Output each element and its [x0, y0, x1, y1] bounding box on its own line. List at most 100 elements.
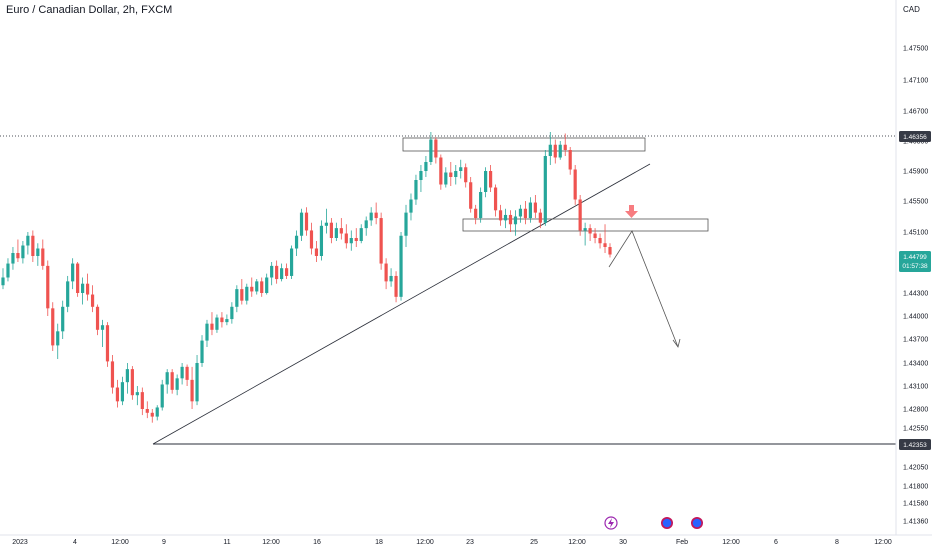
candle-body: [334, 228, 338, 238]
candle: [36, 243, 40, 266]
candle-body: [414, 180, 418, 200]
candle: [16, 239, 20, 262]
candle-body: [230, 306, 234, 320]
candle: [543, 150, 547, 226]
candle: [568, 147, 572, 175]
candle-body: [359, 228, 363, 241]
candle-body: [533, 202, 537, 213]
candle: [185, 364, 189, 386]
y-tick-label: 1.42550: [903, 426, 928, 433]
candle: [379, 212, 383, 270]
candle: [314, 241, 319, 262]
candle-body: [563, 144, 567, 150]
candle-body: [11, 253, 15, 264]
lightning-icon[interactable]: [604, 516, 618, 530]
y-tick-label: 1.45500: [903, 199, 928, 206]
candle-body: [140, 392, 144, 409]
candle-body: [389, 275, 393, 282]
x-axis-ticks: 2023 4 12:00 9 11 12:00 16 18 12:00 23 25 12:00 30 Fe…: [12, 539, 892, 546]
candle: [538, 208, 542, 229]
candle-body: [185, 366, 189, 380]
candle-body: [339, 228, 343, 234]
candle-body: [434, 139, 438, 158]
candle: [354, 228, 358, 247]
resistance-price-badge: 1.46356: [899, 131, 931, 142]
candle-body: [130, 369, 134, 396]
candle: [374, 202, 378, 225]
x-tick-label: 16: [313, 539, 321, 546]
x-tick-label: 12:00: [262, 539, 280, 546]
chart-title: Euro / Canadian Dollar, 2h, FXCM: [6, 4, 173, 16]
trend-line: [152, 163, 651, 445]
candle: [165, 369, 169, 394]
candle: [205, 319, 209, 347]
candle: [578, 195, 582, 236]
candle: [160, 379, 164, 411]
candle: [284, 263, 289, 280]
candle-body: [220, 317, 224, 323]
candle: [275, 260, 279, 284]
candle: [210, 312, 214, 336]
candle-body: [150, 412, 154, 417]
candle: [449, 162, 453, 186]
candle-body: [190, 379, 194, 402]
candle: [115, 379, 120, 408]
candle-body: [66, 281, 70, 307]
x-tick-label: 18: [375, 539, 383, 546]
candle: [459, 159, 463, 179]
candle: [493, 184, 498, 217]
candle: [518, 204, 523, 223]
candle: [503, 208, 508, 229]
x-tick-label: 11: [223, 539, 230, 546]
candle-body: [508, 214, 513, 225]
candle-body: [260, 281, 264, 293]
candle-body: [155, 407, 159, 417]
candle-body: [543, 156, 547, 223]
candle-body: [200, 340, 204, 363]
currency-label: CAD: [903, 5, 920, 14]
candle: [319, 220, 324, 261]
candle: [359, 224, 363, 244]
eu-flag-event-icon[interactable]: [661, 517, 673, 529]
countdown-text: 01:57:38: [902, 263, 928, 270]
candle-body: [240, 289, 244, 301]
candle-body: [6, 263, 10, 278]
candle: [31, 230, 35, 262]
candle: [299, 208, 304, 241]
candle-body: [364, 220, 368, 229]
ca-flag-event-icon[interactable]: [691, 517, 703, 529]
candle: [61, 300, 65, 339]
candle-body: [210, 323, 214, 330]
candle-body: [469, 182, 473, 209]
candle: [593, 228, 597, 244]
candle: [309, 222, 314, 255]
candle: [270, 262, 274, 286]
x-tick-label: 12:00: [111, 539, 129, 546]
candle-body: [51, 308, 55, 346]
candle-body: [578, 199, 582, 231]
candle-body: [503, 214, 508, 221]
candle: [484, 167, 488, 198]
y-axis-ticks: 1.475001.471001.467001.463001.459001.455…: [903, 46, 928, 526]
candle: [454, 165, 458, 185]
candle: [289, 245, 294, 280]
candle: [235, 285, 239, 313]
candle: [145, 401, 149, 419]
y-tick-label: 1.41360: [903, 519, 928, 526]
candle: [225, 314, 229, 326]
candle-body: [603, 243, 607, 247]
candle: [603, 224, 607, 253]
candle-body: [379, 218, 383, 264]
candle-body: [120, 382, 125, 402]
candle: [6, 258, 10, 282]
candle-body: [26, 235, 30, 246]
candles-group: [1, 132, 612, 423]
candle: [255, 279, 259, 295]
candle: [51, 302, 55, 351]
candle-body: [588, 228, 592, 234]
candle-body: [573, 169, 577, 200]
x-tick-label: 12:00: [874, 539, 892, 546]
candle-body: [16, 253, 20, 259]
support-price-text: 1.42353: [903, 442, 927, 449]
